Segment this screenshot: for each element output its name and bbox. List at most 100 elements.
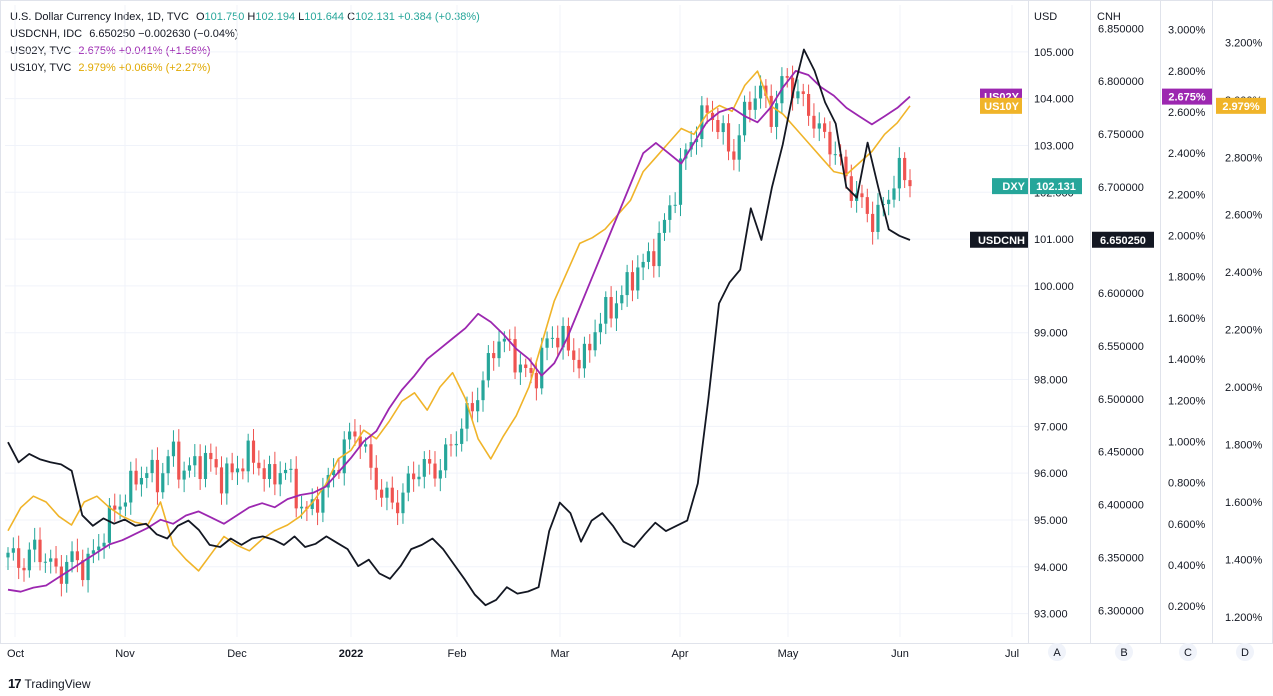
dxy-candle-body [246, 440, 250, 472]
dxy-candle-body [171, 441, 176, 457]
dxy-candle-body [513, 339, 517, 373]
chart-legend: U.S. Dollar Currency Index, 1D, TVC O101… [10, 9, 480, 77]
tradingview-branding[interactable]: 17 TradingView [8, 676, 91, 691]
tick-label-usd: 100.000 [1034, 281, 1074, 293]
dxy-candle-body [412, 473, 416, 480]
legend-us10y-value: 2.979% [78, 62, 116, 74]
tick-label-cnh: 6.600000 [1098, 288, 1144, 300]
dxy-candle-body [726, 123, 731, 152]
dxy-candle-body [833, 154, 837, 156]
axis-a-title: USD [1034, 11, 1057, 23]
legend-usdcnh-value: 6.650250 [89, 28, 136, 40]
dxy-candle-body [433, 463, 437, 479]
dxy-candle-body [849, 176, 853, 201]
dxy-candle-body [806, 94, 811, 116]
dxy-candle-body [588, 343, 592, 351]
dxy-candle-body [390, 487, 394, 503]
dxy-candle-body [182, 470, 186, 480]
dxy-candle-body [903, 157, 907, 181]
tick-label-usd: 98.000 [1034, 375, 1068, 387]
dxy-candle-body [113, 505, 117, 510]
tick-label-axis-c: 2.200% [1168, 189, 1206, 201]
dxy-candle-body [812, 115, 816, 129]
legend-dxy-open: 101.750 [204, 11, 245, 23]
dxy-candle-body [428, 459, 432, 464]
tick-label-cnh: 6.350000 [1098, 553, 1144, 565]
dxy-candle-body [481, 380, 485, 401]
dxy-candle-body [177, 441, 181, 480]
tick-label-cnh: 6.500000 [1098, 394, 1144, 406]
dxy-candle-body [406, 473, 410, 493]
dxy-candle-body [342, 439, 346, 474]
us10y-tag-label: US10Y [984, 101, 1020, 113]
dxy-candle-body [748, 101, 752, 110]
tick-label-cnh: 6.850000 [1098, 23, 1144, 35]
legend-row-dxy[interactable]: U.S. Dollar Currency Index, 1D, TVC O101… [10, 9, 480, 26]
tick-label-cnh: 6.700000 [1098, 182, 1144, 194]
x-tick-label: 2022 [339, 648, 363, 660]
dxy-candle-body [214, 459, 218, 468]
tick-label-axis-c: 1.600% [1168, 313, 1206, 325]
tick-label-usd: 104.000 [1034, 94, 1074, 106]
legend-row-usdcnh[interactable]: USDCNH, IDC 6.650250 −0.002630 (−0.04%) [10, 26, 480, 43]
dxy-candle-body [70, 551, 74, 562]
tick-label-axis-c: 1.800% [1168, 272, 1206, 284]
dxy-candle-body [17, 548, 21, 568]
dxy-candle-body [641, 261, 645, 268]
dxy-candle-body [369, 444, 373, 468]
dxy-candle-body [86, 553, 90, 581]
dxy-candle-body [422, 459, 426, 477]
axis-letter-badge [1236, 643, 1254, 661]
x-tick-label: Nov [115, 648, 135, 660]
x-tick-label: Jun [891, 648, 909, 660]
tick-label-axis-d: 3.200% [1225, 37, 1263, 49]
usdcnh-last-value: 6.650250 [1100, 235, 1146, 247]
dxy-candle-body [598, 323, 603, 333]
tick-label-axis-c: 2.000% [1168, 231, 1206, 243]
dxy-candle-body [887, 199, 891, 205]
us10y-tag: US10Y [980, 97, 1022, 114]
tick-label-axis-c: 0.600% [1168, 519, 1206, 531]
dxy-candle-body [524, 364, 528, 369]
x-tick-label: Dec [227, 648, 247, 660]
dxy-candle-body [380, 489, 384, 498]
legend-dxy-o-label: O [195, 11, 205, 23]
tick-label-axis-d: 2.400% [1225, 267, 1263, 279]
dxy-candle-body [385, 487, 389, 498]
legend-dxy-close: 102.131 [355, 11, 395, 23]
legend-dxy-h-label: H [247, 11, 256, 23]
tick-label-axis-d: 2.600% [1225, 210, 1263, 222]
chart-frame [0, 0, 1273, 644]
dxy-tag-label: DXY [1002, 181, 1025, 193]
dxy-candle-body [38, 539, 42, 563]
legend-row-us02y[interactable]: US02Y, TVC 2.675% +0.041% (+1.56%) [10, 43, 480, 60]
dxy-candle-body [139, 477, 144, 485]
dxy-candle-body [33, 539, 37, 550]
dxy-candle-body [801, 91, 805, 95]
x-tick-label: May [778, 648, 799, 660]
dxy-last-value: 102.131 [1036, 181, 1076, 193]
dxy-candle-body [774, 103, 779, 127]
dxy-candle-body [486, 353, 490, 381]
dxy-last-value-box [1030, 178, 1082, 195]
axis-letter-badge [1115, 643, 1133, 661]
dxy-candle-body [75, 551, 79, 561]
dxy-candle-body [11, 548, 15, 553]
dxy-candle-body [283, 469, 288, 474]
tick-label-axis-d: 1.200% [1225, 612, 1263, 624]
dxy-candle-body [54, 558, 58, 567]
dxy-candle-body [91, 550, 95, 554]
axis-b-title: CNH [1097, 11, 1121, 23]
dxy-candle-body [828, 131, 832, 155]
dxy-candle-body [684, 149, 688, 159]
tick-label-cnh: 6.400000 [1098, 500, 1144, 512]
legend-row-us10y[interactable]: US10Y, TVC 2.979% +0.066% (+2.27%) [10, 60, 480, 77]
dxy-candle-body [860, 193, 864, 198]
dxy-candle-body [97, 546, 101, 551]
axis-letter: D [1241, 647, 1249, 659]
dxy-tag: DXY [992, 178, 1028, 195]
dxy-candle-body [897, 157, 901, 189]
dxy-candle-body [310, 499, 314, 509]
dxy-candle-body [609, 297, 613, 319]
